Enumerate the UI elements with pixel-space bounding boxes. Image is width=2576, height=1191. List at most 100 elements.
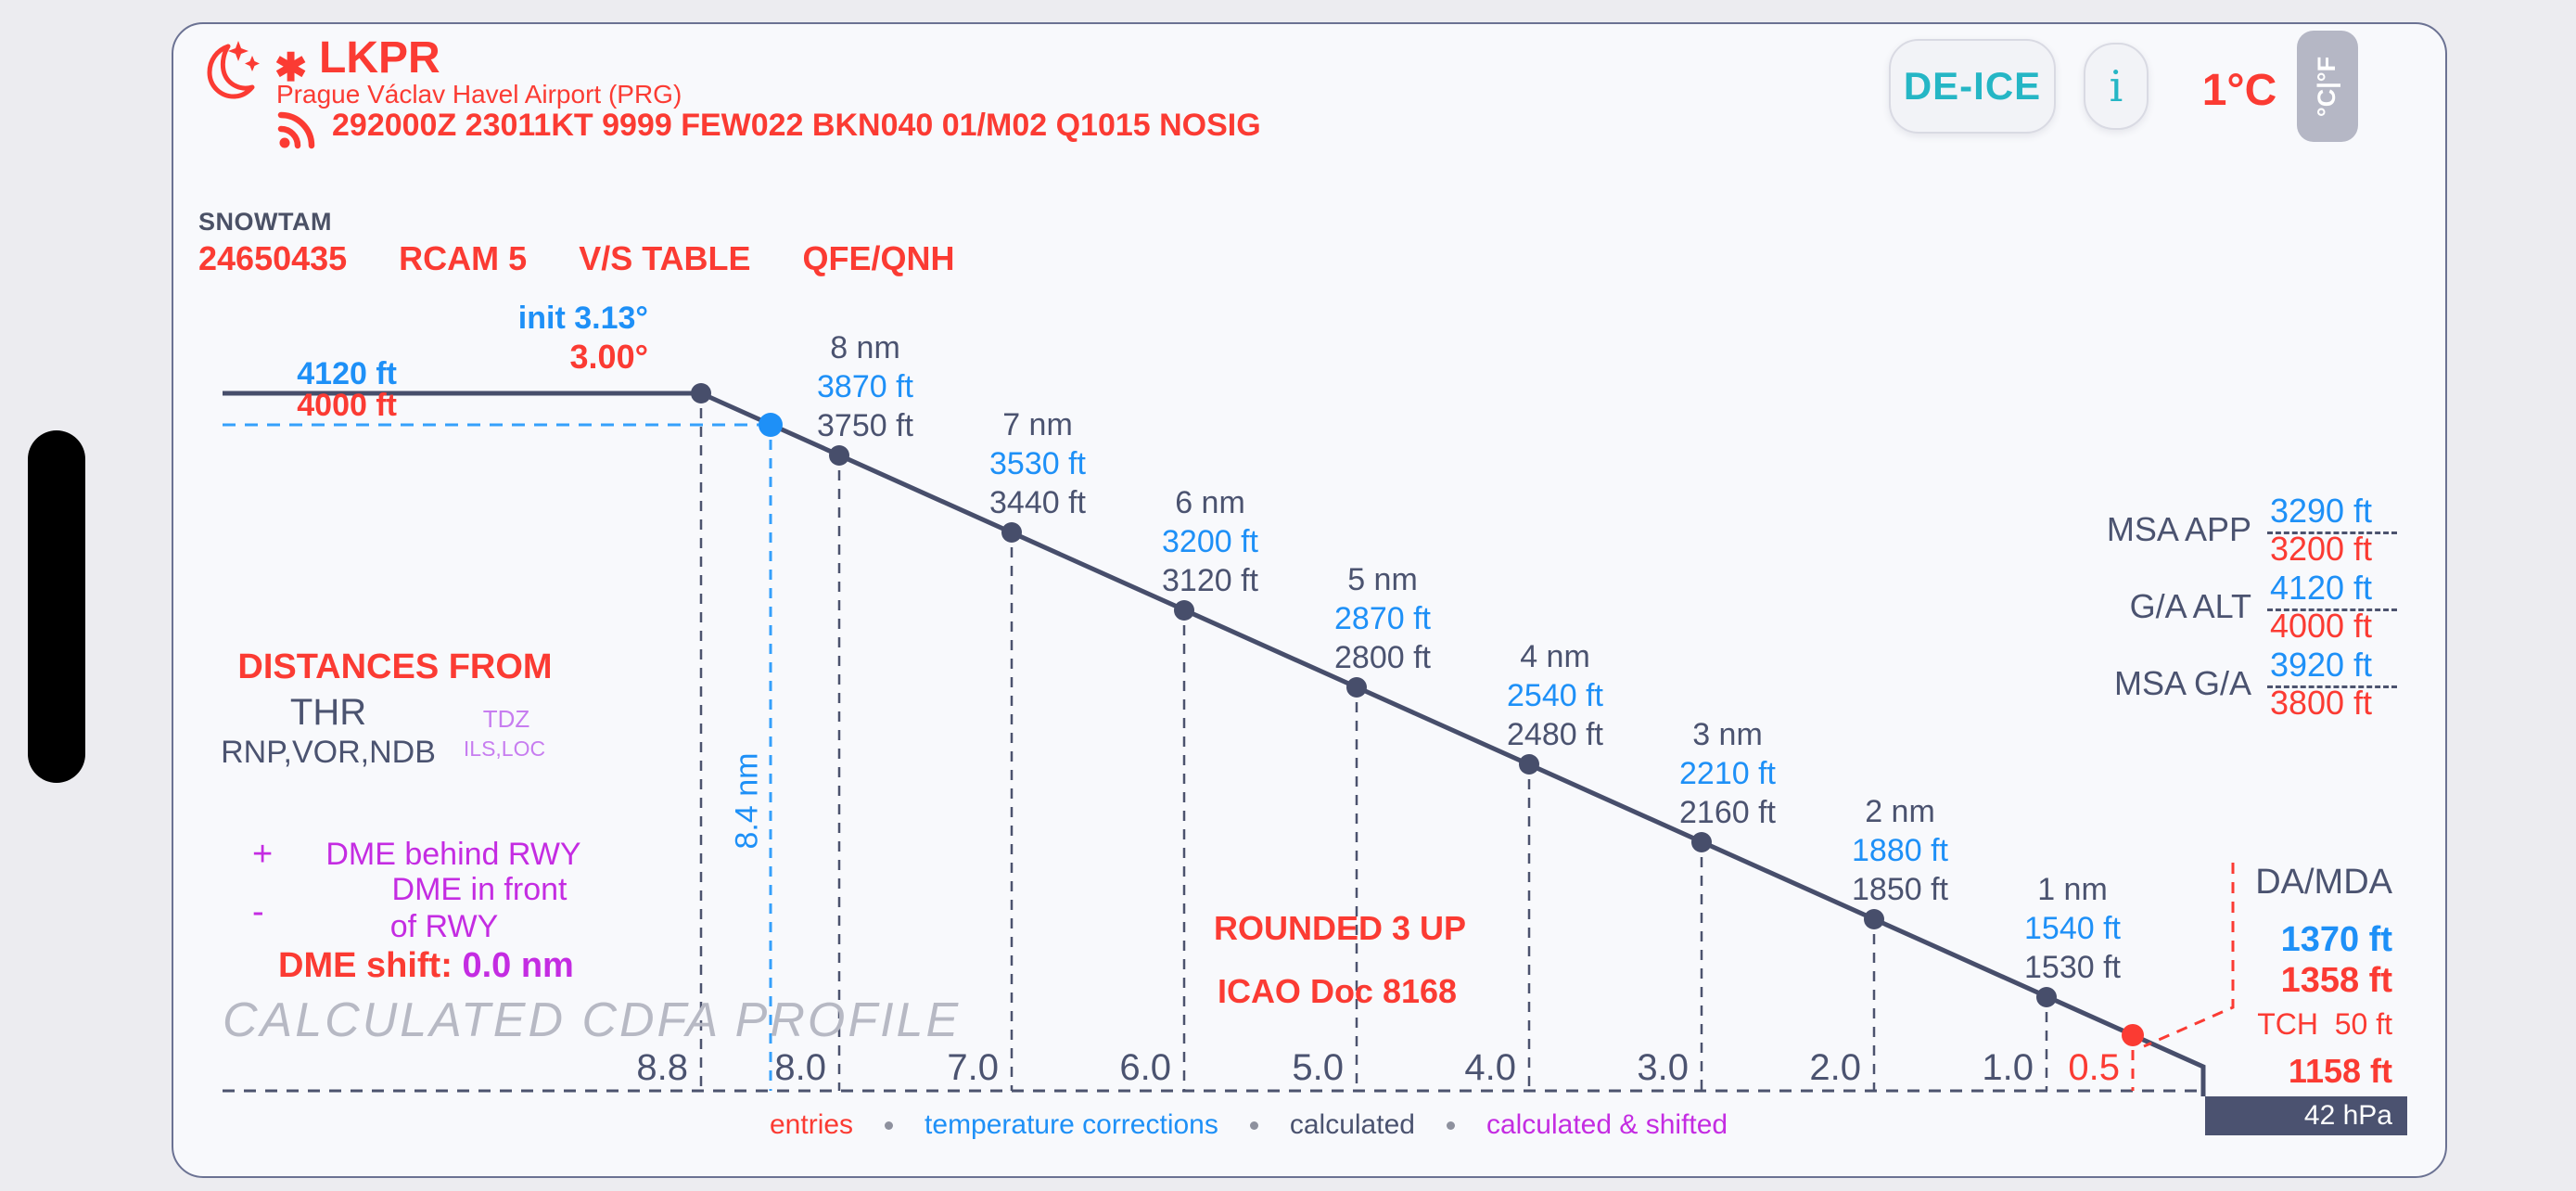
legend-item-calculated-shifted: calculated & shifted — [1486, 1109, 1728, 1140]
point-corrected-altitude: 1880 ft — [1852, 833, 1948, 868]
metar-feed-icon — [277, 111, 315, 149]
msa-app-divider — [2267, 531, 2397, 534]
point-calculated-altitude: 2160 ft — [1679, 795, 1776, 830]
point-distance-label: 5 nm — [1347, 562, 1418, 597]
axis-tick-4.0: 4.0 — [1464, 1047, 1516, 1088]
point-calculated-altitude: 3120 ft — [1162, 563, 1258, 598]
dme-infront-text-2: of RWY — [389, 909, 499, 944]
point-distance-label: 1 nm — [2037, 872, 2108, 907]
snowtam-number-link[interactable]: 24650435 — [198, 239, 348, 277]
msa-app-published: 3200 ft — [2269, 530, 2373, 568]
legend-separator-dot — [885, 1121, 894, 1130]
axis-tick-1.0: 1.0 — [1982, 1047, 2034, 1088]
axis-tick-5.0: 5.0 — [1292, 1047, 1344, 1088]
msa-app-label: MSA APP — [2106, 510, 2251, 548]
point-calculated-altitude: 3750 ft — [817, 408, 913, 443]
metar-text[interactable]: 292000Z 23011KT 9999 FEW022 BKN040 01/M0… — [332, 108, 1261, 143]
axis-tick-6.0: 6.0 — [1119, 1047, 1171, 1088]
da-mda-published: 1358 ft — [2280, 961, 2392, 1000]
tdz-navaids: ILS,LOC — [463, 736, 546, 761]
legend-item-entries: entries — [770, 1109, 854, 1140]
faf-distance-label: 8.4 nm — [729, 752, 765, 850]
dme-infront-text-1: DME in front — [391, 872, 567, 907]
legend-separator-dot — [1446, 1121, 1455, 1130]
ga-alt-published: 4000 ft — [2269, 607, 2373, 645]
runway-qfe-box: 42 hPa — [2205, 1096, 2407, 1135]
point-calculated-altitude: 3440 ft — [989, 485, 1086, 520]
tdz-label[interactable]: TDZ — [482, 705, 530, 733]
msa-ga-corrected: 3920 ft — [2269, 646, 2373, 684]
point-corrected-altitude: 3200 ft — [1162, 524, 1258, 559]
point-corrected-altitude: 1540 ft — [2024, 911, 2121, 946]
ga-alt-divider — [2267, 608, 2397, 611]
glidepath-published: 3.00° — [569, 338, 648, 376]
axis-tick-8.8: 8.8 — [636, 1047, 688, 1088]
point-corrected-altitude: 2210 ft — [1679, 756, 1776, 791]
chart-legend: entries temperature corrections calculated… — [770, 1109, 1728, 1141]
thr-elevation: 1158 ft — [2288, 1052, 2392, 1090]
snowtam-label: SNOWTAM — [198, 208, 332, 236]
rcam-link[interactable]: RCAM 5 — [399, 239, 528, 277]
ga-alt-label: G/A ALT — [2129, 587, 2251, 625]
thr-label[interactable]: THR — [289, 692, 367, 733]
legend-item-calculated: calculated — [1289, 1109, 1415, 1140]
msa-ga-label: MSA G/A — [2113, 664, 2251, 702]
vs-table-link[interactable]: V/S TABLE — [579, 239, 751, 277]
msa-ga-published: 3800 ft — [2269, 684, 2373, 722]
tch-label: TCH 50 ft — [2257, 1007, 2392, 1041]
point-corrected-altitude: 3530 ft — [989, 446, 1086, 481]
point-calculated-altitude: 1530 ft — [2024, 950, 2121, 985]
dme-shift-label: DME shift: — [278, 946, 463, 985]
point-distance-label: 6 nm — [1175, 485, 1245, 520]
snowflake-icon: ✱ — [274, 45, 308, 89]
point-distance-label: 8 nm — [830, 330, 900, 365]
watermark-title: CALCULATED CDFA PROFILE — [223, 993, 962, 1047]
thr-navaids: RNP,VOR,NDB — [221, 735, 436, 770]
de-ice-button[interactable]: DE-ICE — [1889, 39, 2056, 134]
dme-minus-sign: - — [252, 892, 264, 931]
axis-tick-2.0: 2.0 — [1809, 1047, 1861, 1088]
oat-temperature: 1°C — [2201, 66, 2277, 115]
axis-tick-8.0: 8.0 — [774, 1047, 826, 1088]
level-altitude-corrected: 4120 ft — [297, 356, 397, 391]
point-corrected-altitude: 2870 ft — [1334, 601, 1431, 636]
info-button[interactable]: i — [2084, 43, 2149, 130]
init-glidepath-corrected: init 3.13° — [517, 301, 648, 336]
legend-item-temperature-corrections: temperature corrections — [925, 1109, 1218, 1140]
point-calculated-altitude: 1850 ft — [1852, 872, 1948, 907]
qfe-qnh-toggle[interactable]: QFE/QNH — [802, 239, 955, 277]
axis-tick-7.0: 7.0 — [947, 1047, 999, 1088]
da-mda-corrected: 1370 ft — [2280, 920, 2392, 959]
distances-from-title: DISTANCES FROM — [237, 647, 553, 686]
unit-toggle-label: °C|°F — [2313, 56, 2341, 117]
dme-shift-value: 0.0 nm — [462, 946, 574, 985]
night-moon-icon — [207, 41, 260, 99]
point-calculated-altitude: 2800 ft — [1334, 640, 1431, 675]
point-distance-label: 3 nm — [1692, 717, 1763, 752]
snowtam-row: 24650435 RCAM 5 V/S TABLE QFE/QNH — [198, 239, 955, 278]
qfe-offset-value: 42 hPa — [2303, 1100, 2392, 1131]
dme-shift-row: DME shift: 0.0 nm — [278, 946, 574, 986]
legend-separator-dot — [1249, 1121, 1258, 1130]
da-mda-label: DA/MDA — [2255, 863, 2392, 902]
airport-icao-title[interactable]: LKPR — [319, 33, 440, 83]
msa-ga-divider — [2267, 685, 2397, 688]
airport-name: Prague Václav Havel Airport (PRG) — [276, 80, 682, 109]
level-altitude-published: 4000 ft — [297, 388, 397, 423]
dme-plus-sign: + — [252, 835, 274, 874]
point-calculated-altitude: 2480 ft — [1507, 717, 1603, 752]
icao-doc-note[interactable]: ICAO Doc 8168 — [1217, 972, 1458, 1010]
point-distance-label: 4 nm — [1520, 639, 1590, 674]
ga-alt-corrected: 4120 ft — [2269, 569, 2373, 607]
point-corrected-altitude: 2540 ft — [1507, 678, 1603, 713]
axis-tick-3.0: 3.0 — [1637, 1047, 1689, 1088]
rounding-note: ROUNDED 3 UP — [1213, 909, 1467, 947]
point-distance-label: 2 nm — [1865, 794, 1935, 829]
point-distance-label: 7 nm — [1002, 407, 1073, 442]
axis-tick-0.5: 0.5 — [2068, 1047, 2120, 1088]
msa-app-corrected: 3290 ft — [2269, 492, 2373, 530]
dynamic-island — [28, 430, 85, 783]
temperature-unit-toggle[interactable]: °C|°F — [2297, 31, 2358, 142]
point-corrected-altitude: 3870 ft — [817, 369, 913, 404]
